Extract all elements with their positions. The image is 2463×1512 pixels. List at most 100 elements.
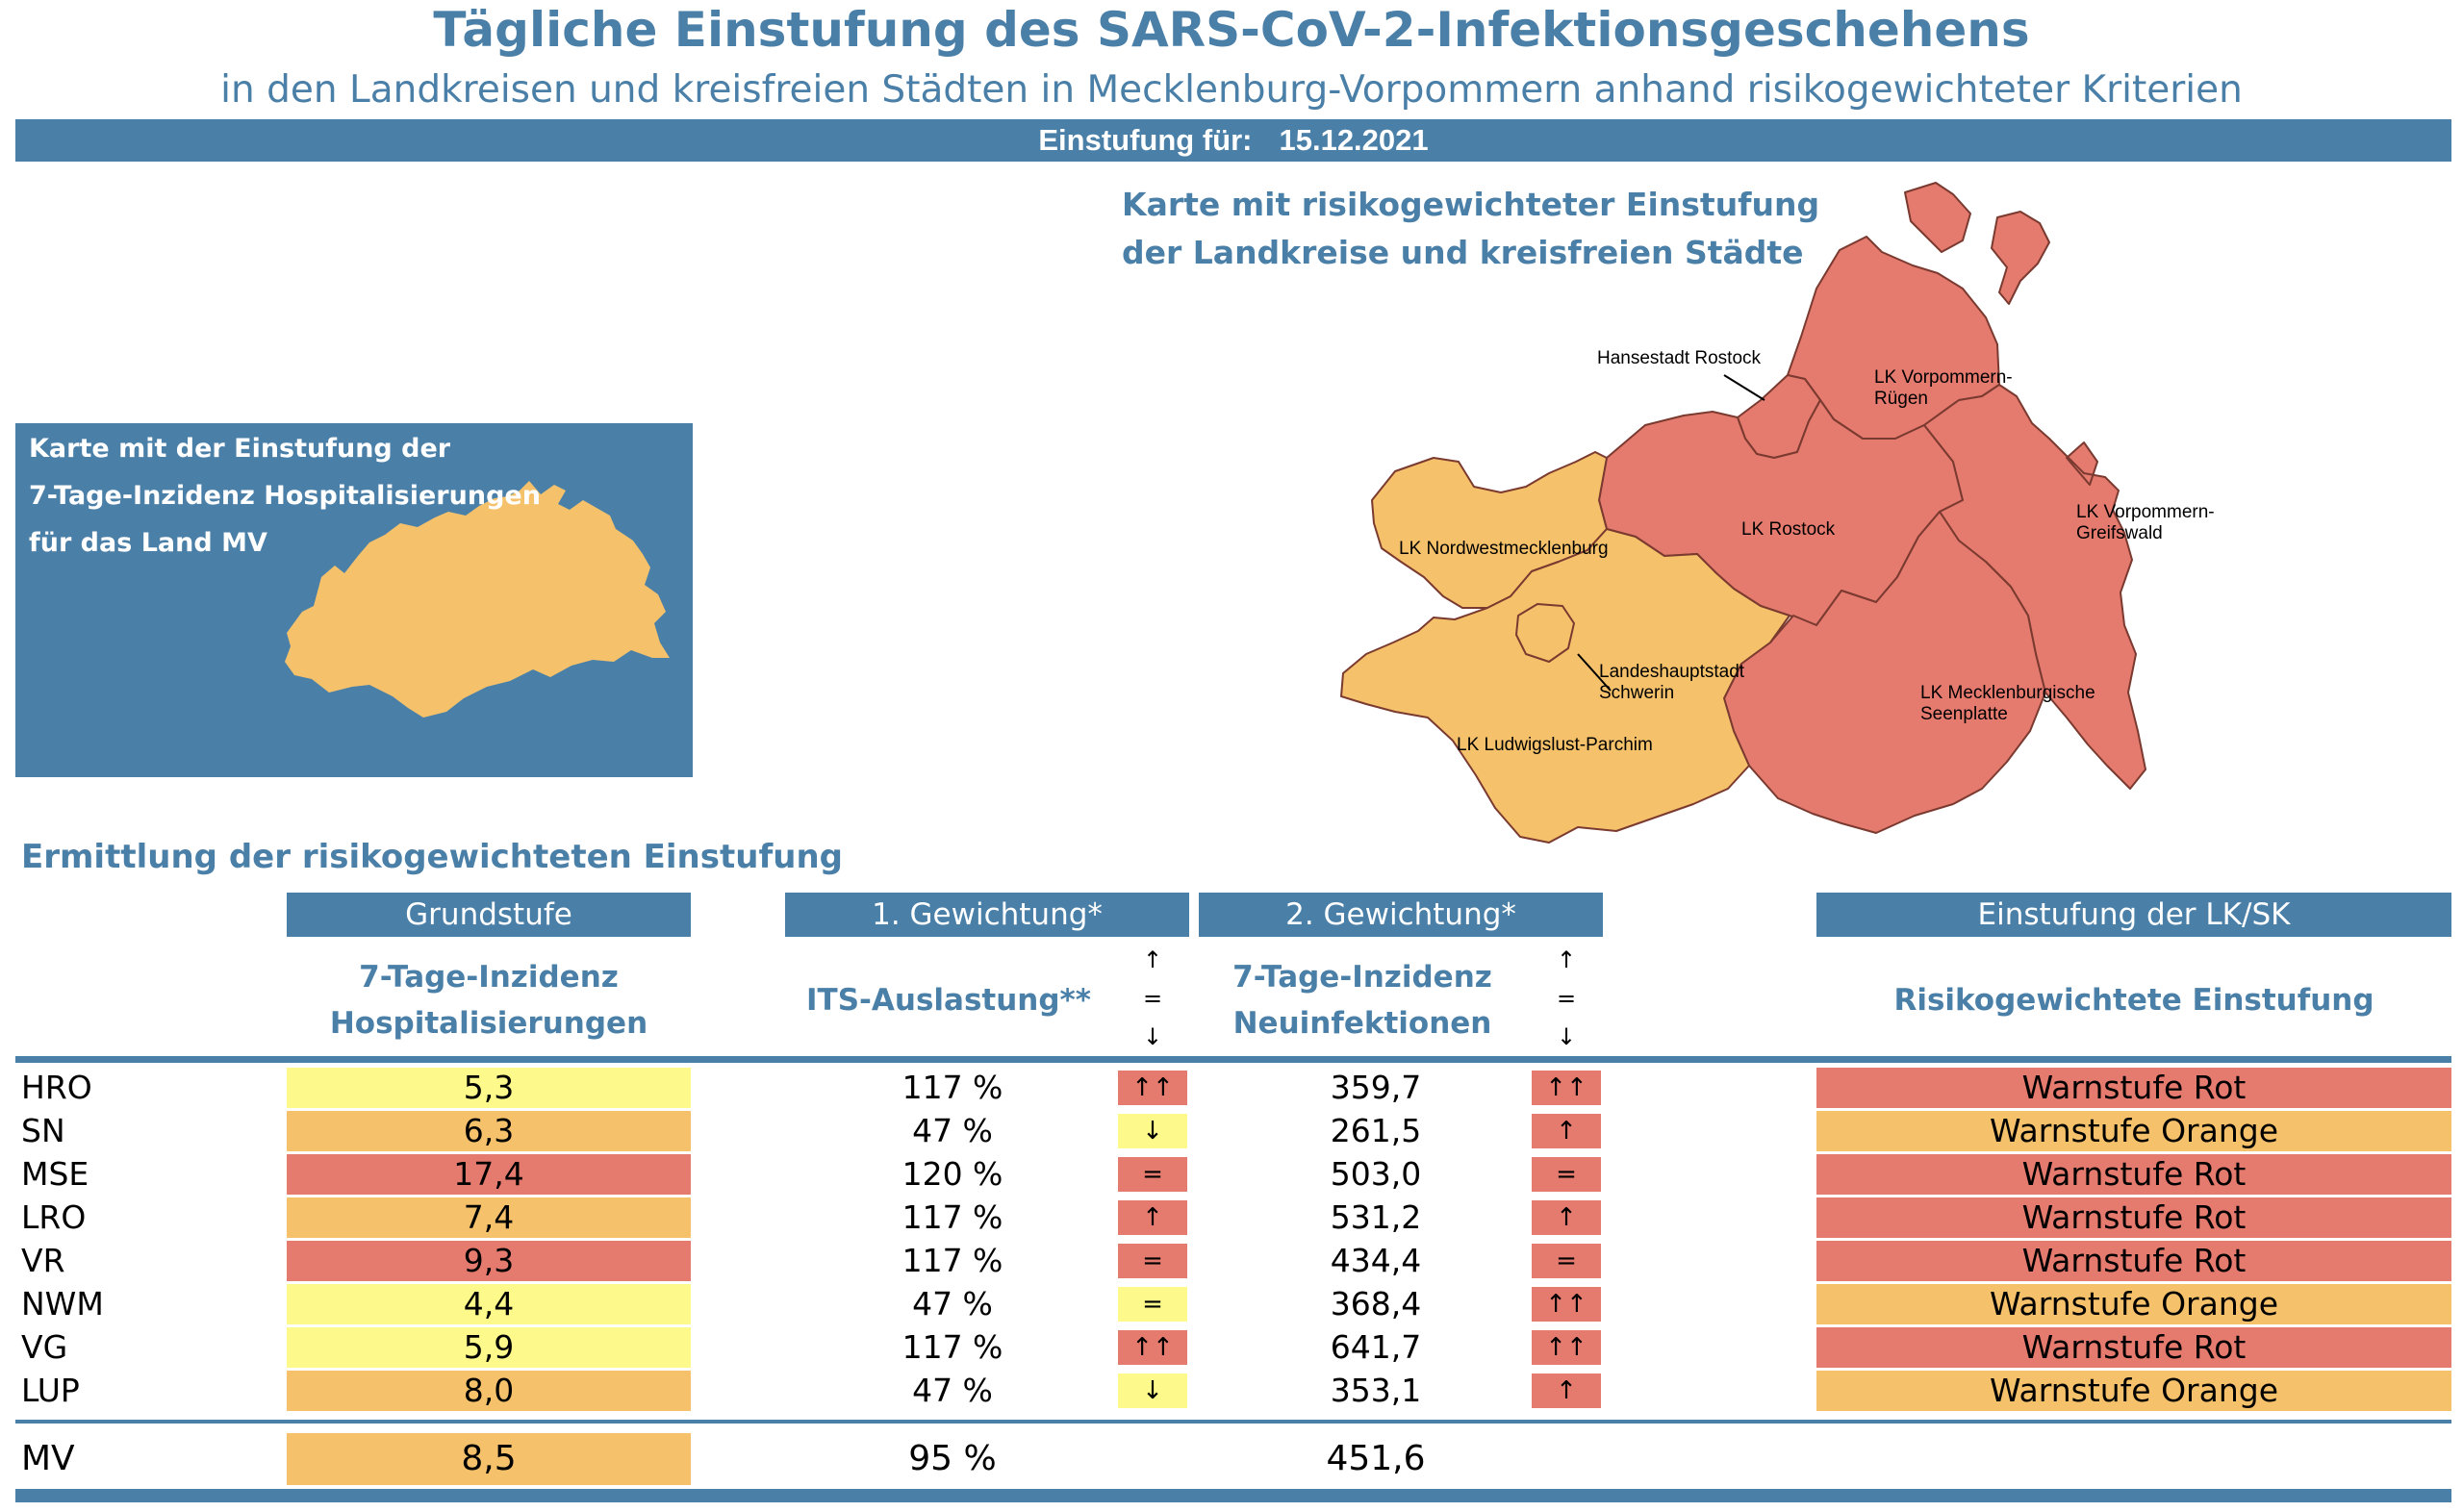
new-infection-incidence: 261,5 — [1330, 1112, 1422, 1149]
district-abbr: HRO — [21, 1069, 92, 1106]
table-total-rule — [15, 1420, 2451, 1424]
map-label-lup: LK Ludwigslust-Parchim — [1457, 735, 1653, 755]
map-label-lro: LK Rostock — [1741, 519, 1836, 540]
map-label-mse-2: Seenplatte — [1920, 704, 2008, 724]
its-trend: ↑↑ — [1118, 1330, 1187, 1365]
map-heading: Karte mit risikogewichteter Einstufung d… — [1122, 181, 1819, 277]
legend-arrow-eq: = — [1142, 985, 1163, 1012]
subheader-hospitalisierung: 7-Tage-Inzidenz Hospitalisierungen — [287, 954, 691, 1046]
its-load: 117 % — [901, 1242, 1003, 1279]
district-map: Hansestadt Rostock LK Vorpommern- Rügen … — [1340, 182, 2215, 844]
subheader-neu-line2: Neuinfektionen — [1232, 1006, 1492, 1041]
district-abbr: LRO — [21, 1198, 87, 1236]
risk-level: Warnstufe Rot — [1816, 1327, 2451, 1368]
legend-arrow-down: ↓ — [1142, 1023, 1163, 1050]
table-row: HRO 5,3 117 % ↑↑ 359,7 ↑↑ Warnstufe Rot — [0, 1068, 2463, 1111]
small-map-title-line2: 7-Tage-Inzidenz Hospitalisierungen — [29, 481, 541, 511]
table-bottom-rule — [15, 1489, 2451, 1502]
hosp-incidence: 5,3 — [287, 1068, 691, 1108]
header-einstufung: Einstufung der LK/SK — [1816, 893, 2451, 937]
district-abbr: MSE — [21, 1155, 89, 1193]
table-row: VG 5,9 117 % ↑↑ 641,7 ↑↑ Warnstufe Rot — [0, 1327, 2463, 1371]
legend-arrow-down: ↓ — [1556, 1023, 1577, 1050]
header-gewichtung-2: 2. Gewichtung* — [1199, 893, 1603, 937]
risk-level: Warnstufe Rot — [1816, 1154, 2451, 1195]
district-abbr: LUP — [21, 1372, 80, 1409]
neu-trend: ↑ — [1532, 1114, 1601, 1148]
district-abbr: VG — [21, 1328, 68, 1366]
legend-arrow-up: ↑ — [1142, 946, 1163, 973]
its-trend: ↑ — [1118, 1200, 1187, 1235]
subheader-hosp-line1: 7-Tage-Inzidenz — [359, 960, 619, 995]
its-load: 47 % — [912, 1112, 993, 1149]
its-trend: = — [1118, 1157, 1187, 1192]
its-trend: ↓ — [1118, 1373, 1187, 1408]
its-load: 120 % — [901, 1155, 1003, 1193]
map-label-sn-2: Schwerin — [1599, 683, 1674, 703]
total-new-infection-incidence: 451,6 — [1326, 1439, 1426, 1478]
its-load: 117 % — [901, 1328, 1003, 1366]
table-top-rule — [15, 1056, 2451, 1063]
section-title: Ermittlung der risikogewichteten Einstuf… — [21, 838, 844, 876]
its-load: 117 % — [901, 1198, 1003, 1236]
new-infection-incidence: 368,4 — [1330, 1285, 1422, 1323]
its-load: 47 % — [912, 1372, 993, 1409]
small-map-title-line1: Karte mit der Einstufung der — [29, 434, 451, 464]
hosp-incidence: 8,0 — [287, 1371, 691, 1411]
mv-state-map — [285, 481, 670, 718]
hosp-incidence: 7,4 — [287, 1197, 691, 1238]
hosp-incidence: 4,4 — [287, 1284, 691, 1324]
table-row: MSE 17,4 120 % = 503,0 = Warnstufe Rot — [0, 1154, 2463, 1197]
subheader-neuinfektionen: 7-Tage-Inzidenz Neuinfektionen — [1199, 954, 1526, 1046]
region-lup — [1340, 528, 1790, 844]
subheader-neu-line1: 7-Tage-Inzidenz — [1232, 960, 1492, 995]
its-trend: ↑↑ — [1118, 1071, 1187, 1105]
risk-level: Warnstufe Orange — [1816, 1111, 2451, 1151]
subheader-its: ITS-Auslastung** — [806, 983, 1091, 1018]
neu-trend: ↑↑ — [1532, 1287, 1601, 1322]
page-subtitle: in den Landkreisen und kreisfreien Städt… — [220, 68, 2243, 112]
new-infection-incidence: 353,1 — [1330, 1372, 1422, 1409]
total-hosp-incidence: 8,5 — [287, 1433, 691, 1485]
risk-level: Warnstufe Rot — [1816, 1241, 2451, 1281]
map-label-vr-2: Rügen — [1874, 389, 1928, 409]
hosp-incidence: 9,3 — [287, 1241, 691, 1281]
table-row: NWM 4,4 47 % = 368,4 ↑↑ Warnstufe Orange — [0, 1284, 2463, 1327]
district-abbr: SN — [21, 1112, 65, 1149]
risk-level: Warnstufe Rot — [1816, 1068, 2451, 1108]
its-trend: = — [1118, 1287, 1187, 1322]
map-label-nwm: LK Nordwestmecklenburg — [1399, 539, 1609, 559]
hosp-incidence: 6,3 — [287, 1111, 691, 1151]
map-heading-line1: Karte mit risikogewichteter Einstufung — [1122, 186, 1820, 223]
its-load: 47 % — [912, 1285, 993, 1323]
district-abbr: NWM — [21, 1285, 104, 1323]
risk-level: Warnstufe Orange — [1816, 1284, 2451, 1324]
map-heading-line2: der Landkreise und kreisfreien Städte — [1122, 234, 1804, 271]
header-gewichtung-1: 1. Gewichtung* — [785, 893, 1189, 937]
neu-trend: = — [1532, 1157, 1601, 1192]
map-label-mse-1: LK Mecklenburgische — [1920, 683, 2095, 703]
header-grundstufe: Grundstufe — [287, 893, 691, 937]
table-row: VR 9,3 117 % = 434,4 = Warnstufe Rot — [0, 1241, 2463, 1284]
legend-arrow-up: ↑ — [1556, 946, 1577, 973]
small-map-title: Karte mit der Einstufung der 7-Tage-Inzi… — [29, 423, 541, 567]
date-label: Einstufung für: — [1038, 123, 1253, 157]
risk-level: Warnstufe Rot — [1816, 1197, 2451, 1238]
map-label-sn-1: Landeshauptstadt — [1599, 662, 1745, 682]
neu-trend: ↑ — [1532, 1373, 1601, 1408]
new-infection-incidence: 531,2 — [1330, 1198, 1422, 1236]
hosp-incidence: 17,4 — [287, 1154, 691, 1195]
total-its-load: 95 % — [908, 1439, 997, 1478]
its-trend: ↓ — [1118, 1114, 1187, 1148]
new-infection-incidence: 503,0 — [1330, 1155, 1422, 1193]
neu-trend: ↑↑ — [1532, 1330, 1601, 1365]
neu-trend: ↑↑ — [1532, 1071, 1601, 1105]
hosp-incidence: 5,9 — [287, 1327, 691, 1368]
legend-arrow-eq: = — [1556, 985, 1577, 1012]
district-abbr: VR — [21, 1242, 65, 1279]
neu-trend: = — [1532, 1244, 1601, 1278]
region-sn — [1515, 603, 1575, 663]
its-load: 117 % — [901, 1069, 1003, 1106]
table-row: LUP 8,0 47 % ↓ 353,1 ↑ Warnstufe Orange — [0, 1371, 2463, 1414]
risk-level: Warnstufe Orange — [1816, 1371, 2451, 1411]
